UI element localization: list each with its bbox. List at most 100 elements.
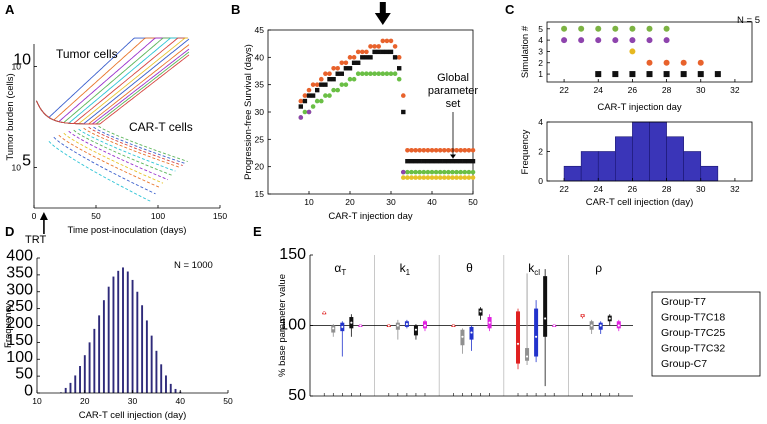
data-point: [454, 147, 459, 153]
box-body: [525, 348, 530, 361]
data-point: [458, 175, 464, 180]
data-point: [298, 115, 304, 120]
data-point: [433, 169, 439, 175]
cart-curve: [93, 126, 186, 164]
data-point: [578, 25, 585, 32]
x-tick-label: 40: [176, 396, 186, 406]
data-point: [368, 55, 373, 60]
data-point: [319, 98, 324, 104]
y-tick-label: 150: [6, 332, 33, 349]
data-point: [421, 147, 427, 153]
panel-a-curves: [36, 37, 190, 202]
panel-d-x-label: CAR-T cell injection (day): [79, 410, 187, 421]
x-tick-label: 28: [662, 85, 672, 95]
data-point: [454, 175, 459, 180]
data-point: [429, 175, 435, 180]
data-point: [405, 147, 410, 153]
data-point: [417, 175, 423, 180]
y-tick-exponent: 10: [13, 51, 31, 68]
data-point: [437, 175, 443, 180]
x-tick-label: 30: [386, 197, 396, 207]
y-tick-label: 350: [6, 264, 33, 281]
data-point: [302, 93, 308, 98]
data-point: [376, 44, 382, 49]
data-point: [360, 55, 365, 60]
histogram-bar: [649, 121, 667, 182]
arrow-head: [374, 13, 391, 25]
x-tick-label: 26: [628, 85, 638, 95]
data-point: [339, 60, 345, 66]
data-point: [470, 159, 476, 164]
data-point: [343, 82, 349, 87]
data-point: [417, 169, 423, 175]
data-point: [437, 169, 443, 175]
data-point: [629, 37, 636, 44]
y-tick-label: 10: [12, 61, 22, 71]
box-median: [358, 323, 362, 328]
data-point: [629, 25, 636, 32]
histogram-bar: [117, 270, 120, 393]
data-point: [417, 147, 423, 153]
data-point: [595, 25, 602, 32]
data-point: [458, 159, 463, 164]
data-point: [561, 37, 568, 44]
y-tick-label: 2: [538, 147, 543, 157]
data-point: [392, 44, 398, 49]
cart-curve: [73, 129, 174, 177]
cart-curve: [78, 128, 176, 172]
y-tick-label: 200: [6, 315, 33, 332]
data-point: [442, 175, 447, 180]
box-median: [460, 335, 465, 339]
data-point: [323, 71, 328, 77]
histogram-bar: [107, 286, 110, 393]
data-point: [612, 37, 619, 44]
x-tick-label: 40: [427, 197, 437, 207]
data-point: [310, 82, 316, 87]
data-point: [646, 25, 653, 32]
x-tick-label: 28: [662, 184, 672, 194]
data-point: [409, 147, 414, 153]
panel-d-y-label: Frequency: [3, 303, 14, 348]
data-point: [310, 104, 316, 109]
data-point: [388, 71, 394, 77]
parameter-name: k: [528, 261, 535, 275]
y-tick-label: 100: [6, 349, 33, 366]
data-point: [306, 93, 312, 98]
data-point: [421, 159, 426, 164]
data-point: [364, 71, 369, 77]
data-point: [446, 159, 451, 164]
cart-curve: [83, 127, 181, 169]
box-body: [516, 311, 521, 364]
data-point: [450, 175, 455, 180]
x-tick-label: 30: [696, 184, 706, 194]
data-point: [306, 109, 312, 115]
panel-b-x-label: CAR-T injection day: [328, 211, 413, 222]
data-point: [595, 71, 602, 78]
y-tick-label: 0: [538, 176, 543, 186]
x-tick-label: 30: [696, 85, 706, 95]
histogram-bar: [666, 136, 684, 182]
cart-curve: [63, 132, 164, 184]
panel-d-label: D: [5, 224, 14, 239]
data-point: [425, 169, 431, 175]
data-point: [376, 71, 382, 77]
data-point: [314, 98, 320, 104]
histogram-bar: [615, 136, 633, 182]
histogram-bar: [150, 335, 153, 393]
data-point: [446, 175, 451, 180]
data-point: [331, 65, 336, 71]
data-point: [421, 169, 427, 175]
data-point: [315, 87, 320, 93]
data-point: [327, 77, 332, 82]
arrow-shaft: [379, 2, 386, 14]
panel-b-points: [298, 38, 476, 180]
data-point: [392, 55, 398, 60]
parameter-label: θ: [466, 261, 473, 275]
panel-b-label: B: [231, 2, 240, 17]
y-tick-label: 40: [255, 52, 265, 62]
data-point: [466, 169, 472, 175]
parameter-label: kcl: [528, 261, 540, 277]
panel-c-bottom-y-label: Frequency: [520, 129, 531, 174]
y-tick-label: 35: [255, 80, 265, 90]
